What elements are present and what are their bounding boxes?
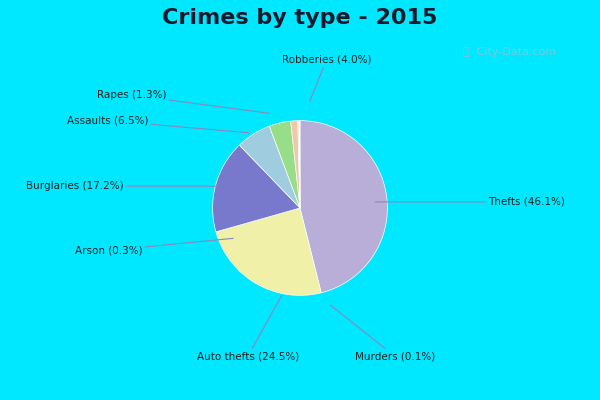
Text: Crimes by type - 2015: Crimes by type - 2015 <box>163 8 437 28</box>
Text: Rapes (1.3%): Rapes (1.3%) <box>97 90 269 113</box>
Text: Robberies (4.0%): Robberies (4.0%) <box>282 55 371 101</box>
Text: Auto thefts (24.5%): Auto thefts (24.5%) <box>197 295 299 361</box>
Wedge shape <box>239 126 300 208</box>
Wedge shape <box>290 121 300 208</box>
Text: ⓘ  City-Data.com: ⓘ City-Data.com <box>463 47 557 57</box>
Wedge shape <box>300 121 388 293</box>
Text: Murders (0.1%): Murders (0.1%) <box>331 305 435 361</box>
Wedge shape <box>216 208 321 295</box>
Wedge shape <box>269 121 300 208</box>
Wedge shape <box>298 121 300 208</box>
Wedge shape <box>212 145 300 232</box>
Text: Burglaries (17.2%): Burglaries (17.2%) <box>26 181 217 191</box>
Text: Thefts (46.1%): Thefts (46.1%) <box>375 197 565 207</box>
Text: Assaults (6.5%): Assaults (6.5%) <box>67 116 249 133</box>
Text: Arson (0.3%): Arson (0.3%) <box>74 238 233 256</box>
